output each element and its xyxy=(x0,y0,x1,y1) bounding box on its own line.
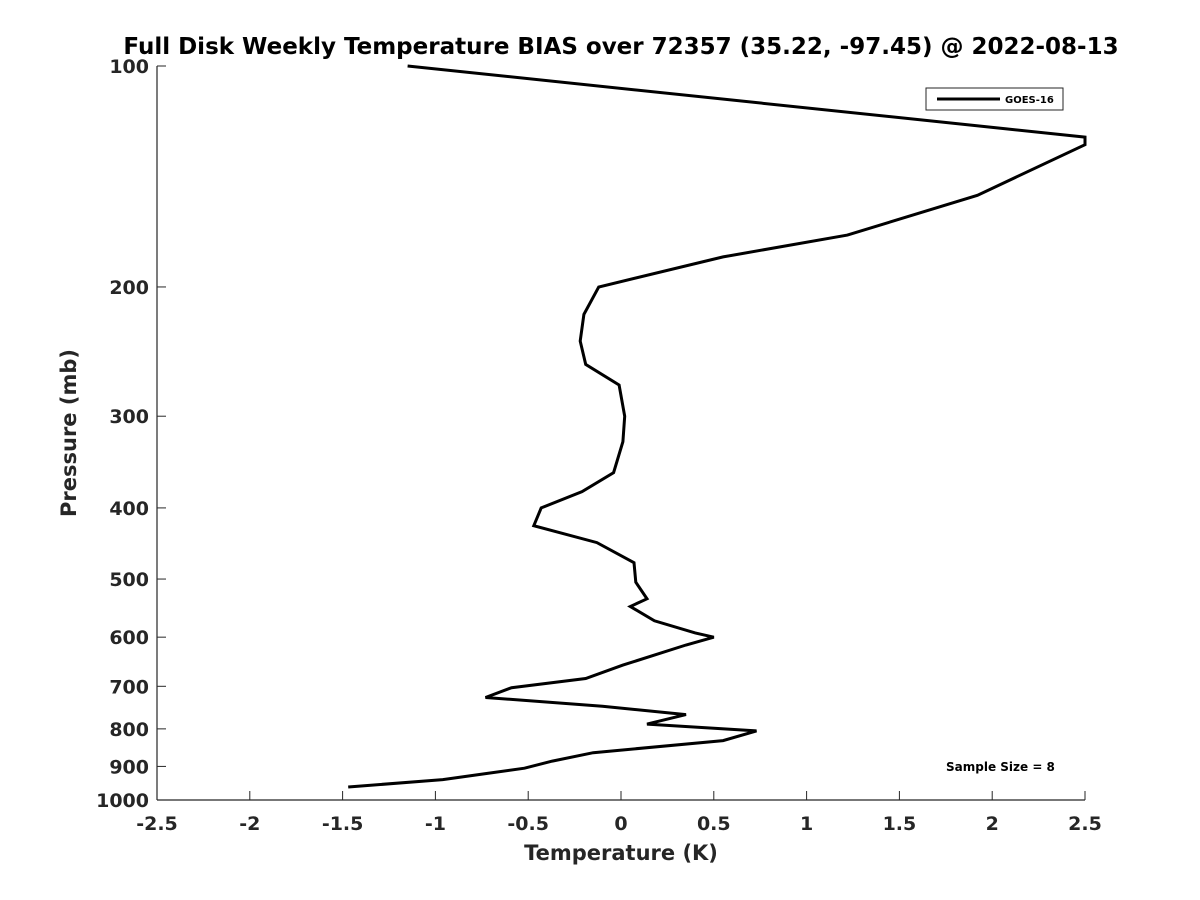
y-tick-label: 500 xyxy=(109,569,149,591)
x-tick-label: -0.5 xyxy=(507,813,549,835)
x-tick-label: 2.5 xyxy=(1068,813,1102,835)
x-tick-label: 2 xyxy=(986,813,999,835)
y-tick-label: 1000 xyxy=(96,790,149,812)
x-tick-label: 0.5 xyxy=(697,813,731,835)
x-axis-ticks: -2.5 -2 -1.5 -1 -0.5 0 0.5 1 1.5 2 2.5 xyxy=(136,791,1102,835)
y-tick-label: 800 xyxy=(109,719,149,741)
y-tick-label: 100 xyxy=(109,56,149,78)
x-axis-label: Temperature (K) xyxy=(524,841,718,865)
x-tick-label: 1.5 xyxy=(883,813,917,835)
y-tick-label: 200 xyxy=(109,277,149,299)
sample-size-annotation: Sample Size = 8 xyxy=(946,760,1055,774)
x-tick-label: -2.5 xyxy=(136,813,178,835)
legend: GOES-16 xyxy=(925,87,1064,111)
x-tick-label: 0 xyxy=(614,813,627,835)
y-tick-label: 700 xyxy=(109,676,149,698)
y-axis-label: Pressure (mb) xyxy=(57,349,81,517)
y-tick-label: 400 xyxy=(109,498,149,520)
y-tick-label: 600 xyxy=(109,627,149,649)
x-tick-label: 1 xyxy=(800,813,813,835)
x-tick-label: -1.5 xyxy=(322,813,364,835)
legend-label-goes-16: GOES-16 xyxy=(1005,95,1054,106)
y-axis-ticks: 100 200 300 400 500 600 700 800 900 1000 xyxy=(96,56,166,812)
plot-area: -2.5 -2 -1.5 -1 -0.5 0 0.5 1 1.5 2 2.5 100 200 300 40… xyxy=(96,56,1102,835)
y-tick-label: 900 xyxy=(109,756,149,778)
x-tick-label: -2 xyxy=(239,813,260,835)
chart-title: Full Disk Weekly Temperature BIAS over 7… xyxy=(123,34,1118,60)
x-tick-label: -1 xyxy=(425,813,446,835)
y-tick-label: 300 xyxy=(109,406,149,428)
series-line-goes-16 xyxy=(348,64,1087,789)
